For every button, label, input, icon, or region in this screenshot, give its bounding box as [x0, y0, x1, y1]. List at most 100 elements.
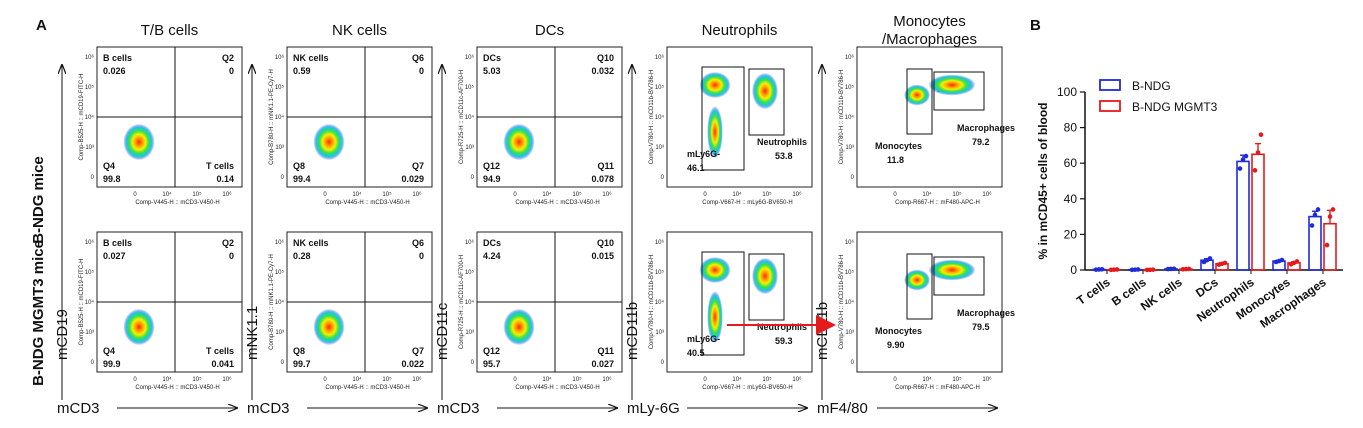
x-tick-label: 10⁶: [792, 191, 802, 198]
y-tick-label: 0: [91, 360, 95, 366]
plot-frame: [666, 46, 813, 188]
x-tick-label: 0: [893, 377, 897, 383]
x-tick-label: 10⁵: [762, 191, 772, 198]
x-marker-label: mCD3: [247, 400, 290, 417]
x-channel-label: Comp-V445-H :: mCD3-V450-H: [135, 200, 219, 206]
y-tick-label: 10⁶: [275, 54, 285, 61]
y-channel-label: Comp-B780-H :: mNK1.1-PE-Cy7-H: [269, 254, 275, 350]
column-header: Neutrophils: [702, 22, 778, 39]
row-title-bndg: B-NDG mice: [30, 156, 47, 244]
x-tick-label: 0: [133, 377, 137, 383]
x-tick-label: 10⁵: [382, 191, 392, 198]
data-point: [1222, 260, 1228, 266]
x-tick-label: 10⁵: [572, 376, 582, 383]
y-tick-label: 10⁵: [845, 84, 855, 91]
legend-swatch: [1099, 100, 1121, 112]
macrophage-gate: [933, 256, 985, 296]
x-tick-label: 10⁴: [352, 376, 362, 383]
x-tick-label: 0: [513, 192, 517, 198]
neutrophil-gate: [748, 68, 785, 136]
quadrant-population-density: [313, 308, 345, 346]
y-tick-label: 10³: [275, 145, 284, 151]
quadrant-population-density: [313, 123, 345, 161]
neutrophil-population-density: [752, 257, 778, 295]
x-marker-label: mCD3: [437, 400, 480, 417]
gate-percent: 0.026: [103, 66, 126, 76]
y-marker-label: mCD11b: [814, 302, 831, 360]
gate-percent: 53.8: [775, 151, 793, 161]
y-tick-label: 0: [851, 360, 855, 366]
x-tick-label: 10⁵: [952, 191, 962, 198]
x-tick-label: 10⁴: [162, 376, 172, 383]
gate-name: Neutrophils: [757, 137, 807, 147]
data-point: [1258, 132, 1264, 138]
gate-name: Q8: [293, 346, 305, 356]
gate-percent: 95.7: [483, 359, 501, 369]
y-tick-label: 10³: [275, 330, 284, 336]
y-tick-label: 10⁶: [655, 54, 665, 61]
gate-name: NK cells: [293, 53, 329, 63]
x-tick-label: 10⁶: [982, 191, 992, 198]
gate-percent: 0.032: [591, 66, 614, 76]
x-tick-label: 10⁶: [602, 376, 612, 383]
gate-percent: 99.7: [293, 359, 311, 369]
bar-y-tick-label: 80: [1064, 121, 1078, 135]
bar: [1236, 160, 1250, 271]
data-point: [1324, 242, 1330, 248]
x-tick-label: 10⁵: [952, 376, 962, 383]
x-tick-label: 10⁴: [542, 376, 552, 383]
x-tick-label: 10⁵: [762, 376, 772, 383]
monocyte-gate: [906, 68, 933, 135]
x-tick-label: 10⁶: [412, 191, 422, 198]
gate-percent: 0: [419, 251, 424, 261]
y-tick-label: 10³: [655, 145, 664, 151]
y-tick-label: 10³: [85, 330, 94, 336]
gate-percent: 0: [229, 66, 234, 76]
x-channel-label: Comp-V445-H :: mCD3-V450-H: [135, 385, 219, 391]
x-tick-label: 0: [133, 192, 137, 198]
plot-frame: [856, 231, 1003, 373]
y-tick-label: 10⁵: [655, 269, 665, 276]
gate-percent: 4.24: [483, 251, 501, 261]
x-tick-label: 10⁶: [602, 191, 612, 198]
x-channel-label: Comp-V445-H :: mCD3-V450-H: [325, 385, 409, 391]
legend-label: B-NDG: [1132, 79, 1171, 93]
panel-a-label: A: [36, 17, 47, 34]
y-tick-label: 10⁶: [845, 239, 855, 246]
x-channel-label: Comp-V667-H :: mLy6G-BV650-H: [702, 200, 792, 206]
gate-percent: 40.5: [687, 348, 705, 358]
data-point: [1279, 257, 1285, 263]
data-point: [1240, 157, 1246, 162]
bar-y-tick-label: 60: [1064, 156, 1078, 170]
gate-percent: 0.078: [591, 174, 614, 184]
gate-name: Q12: [483, 346, 500, 356]
data-point: [1315, 207, 1321, 212]
gate-name: Monocytes: [875, 326, 922, 336]
y-tick-label: 10⁶: [845, 54, 855, 61]
gate-percent: 79.2: [972, 137, 990, 147]
x-marker-label: mLy-6G: [627, 400, 680, 417]
x-tick-label: 10⁴: [922, 376, 932, 383]
y-channel-label: Comp-V780-H :: mCD11b-BV786-H: [649, 70, 655, 165]
data-point: [1237, 166, 1243, 171]
gate-percent: 0.022: [401, 359, 424, 369]
x-tick-label: 10⁶: [792, 376, 802, 383]
monocyte-gate: [906, 253, 933, 320]
data-point: [1207, 256, 1213, 261]
column-header: DCs: [535, 22, 564, 39]
x-tick-label: 10⁴: [162, 191, 172, 198]
column-header: Monocytes: [893, 13, 966, 30]
y-tick-label: 10⁴: [85, 299, 95, 306]
gate-percent: 94.9: [483, 174, 501, 184]
y-tick-label: 10⁵: [85, 84, 95, 91]
y-tick-label: 10⁵: [275, 269, 285, 276]
y-tick-label: 10⁵: [275, 84, 285, 91]
gate-percent: 0.14: [216, 174, 234, 184]
y-tick-label: 10⁴: [845, 114, 855, 121]
gate-name: NK cells: [293, 238, 329, 248]
